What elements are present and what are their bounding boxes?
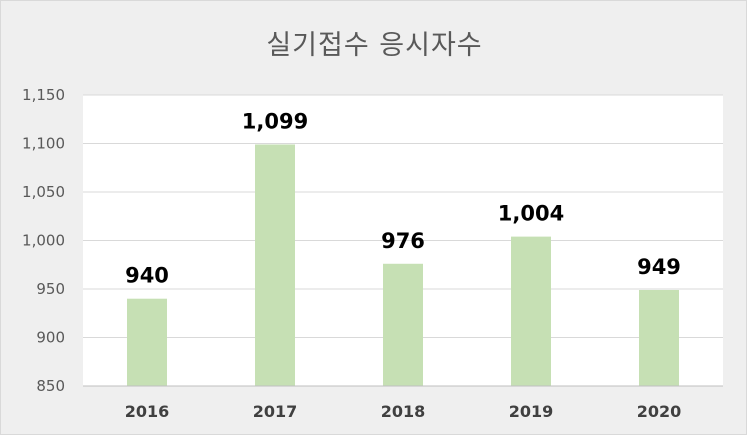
y-tick-label: 1,050 <box>22 183 65 201</box>
bar <box>127 298 167 386</box>
y-tick-label: 900 <box>36 329 65 347</box>
x-tick-label: 2016 <box>125 402 170 421</box>
data-label: 976 <box>381 229 425 253</box>
y-tick-label: 950 <box>36 280 65 298</box>
data-label: 1,004 <box>498 202 564 226</box>
y-tick-label: 1,150 <box>22 86 65 104</box>
data-label: 940 <box>125 264 169 288</box>
data-label: 949 <box>637 255 681 279</box>
x-tick-label: 2019 <box>509 402 554 421</box>
x-tick-label: 2018 <box>381 402 426 421</box>
data-label: 1,099 <box>242 109 308 133</box>
y-tick-label: 1,100 <box>22 135 65 153</box>
y-tick-label: 850 <box>36 377 65 395</box>
bar <box>255 144 295 386</box>
chart-title: 실기접수 응시자수 <box>266 30 483 61</box>
bar <box>383 263 423 386</box>
x-tick-label: 2017 <box>253 402 298 421</box>
bar <box>511 236 551 386</box>
bar <box>639 289 679 386</box>
y-tick-label: 1,000 <box>22 232 65 250</box>
x-tick-label: 2020 <box>637 402 682 421</box>
